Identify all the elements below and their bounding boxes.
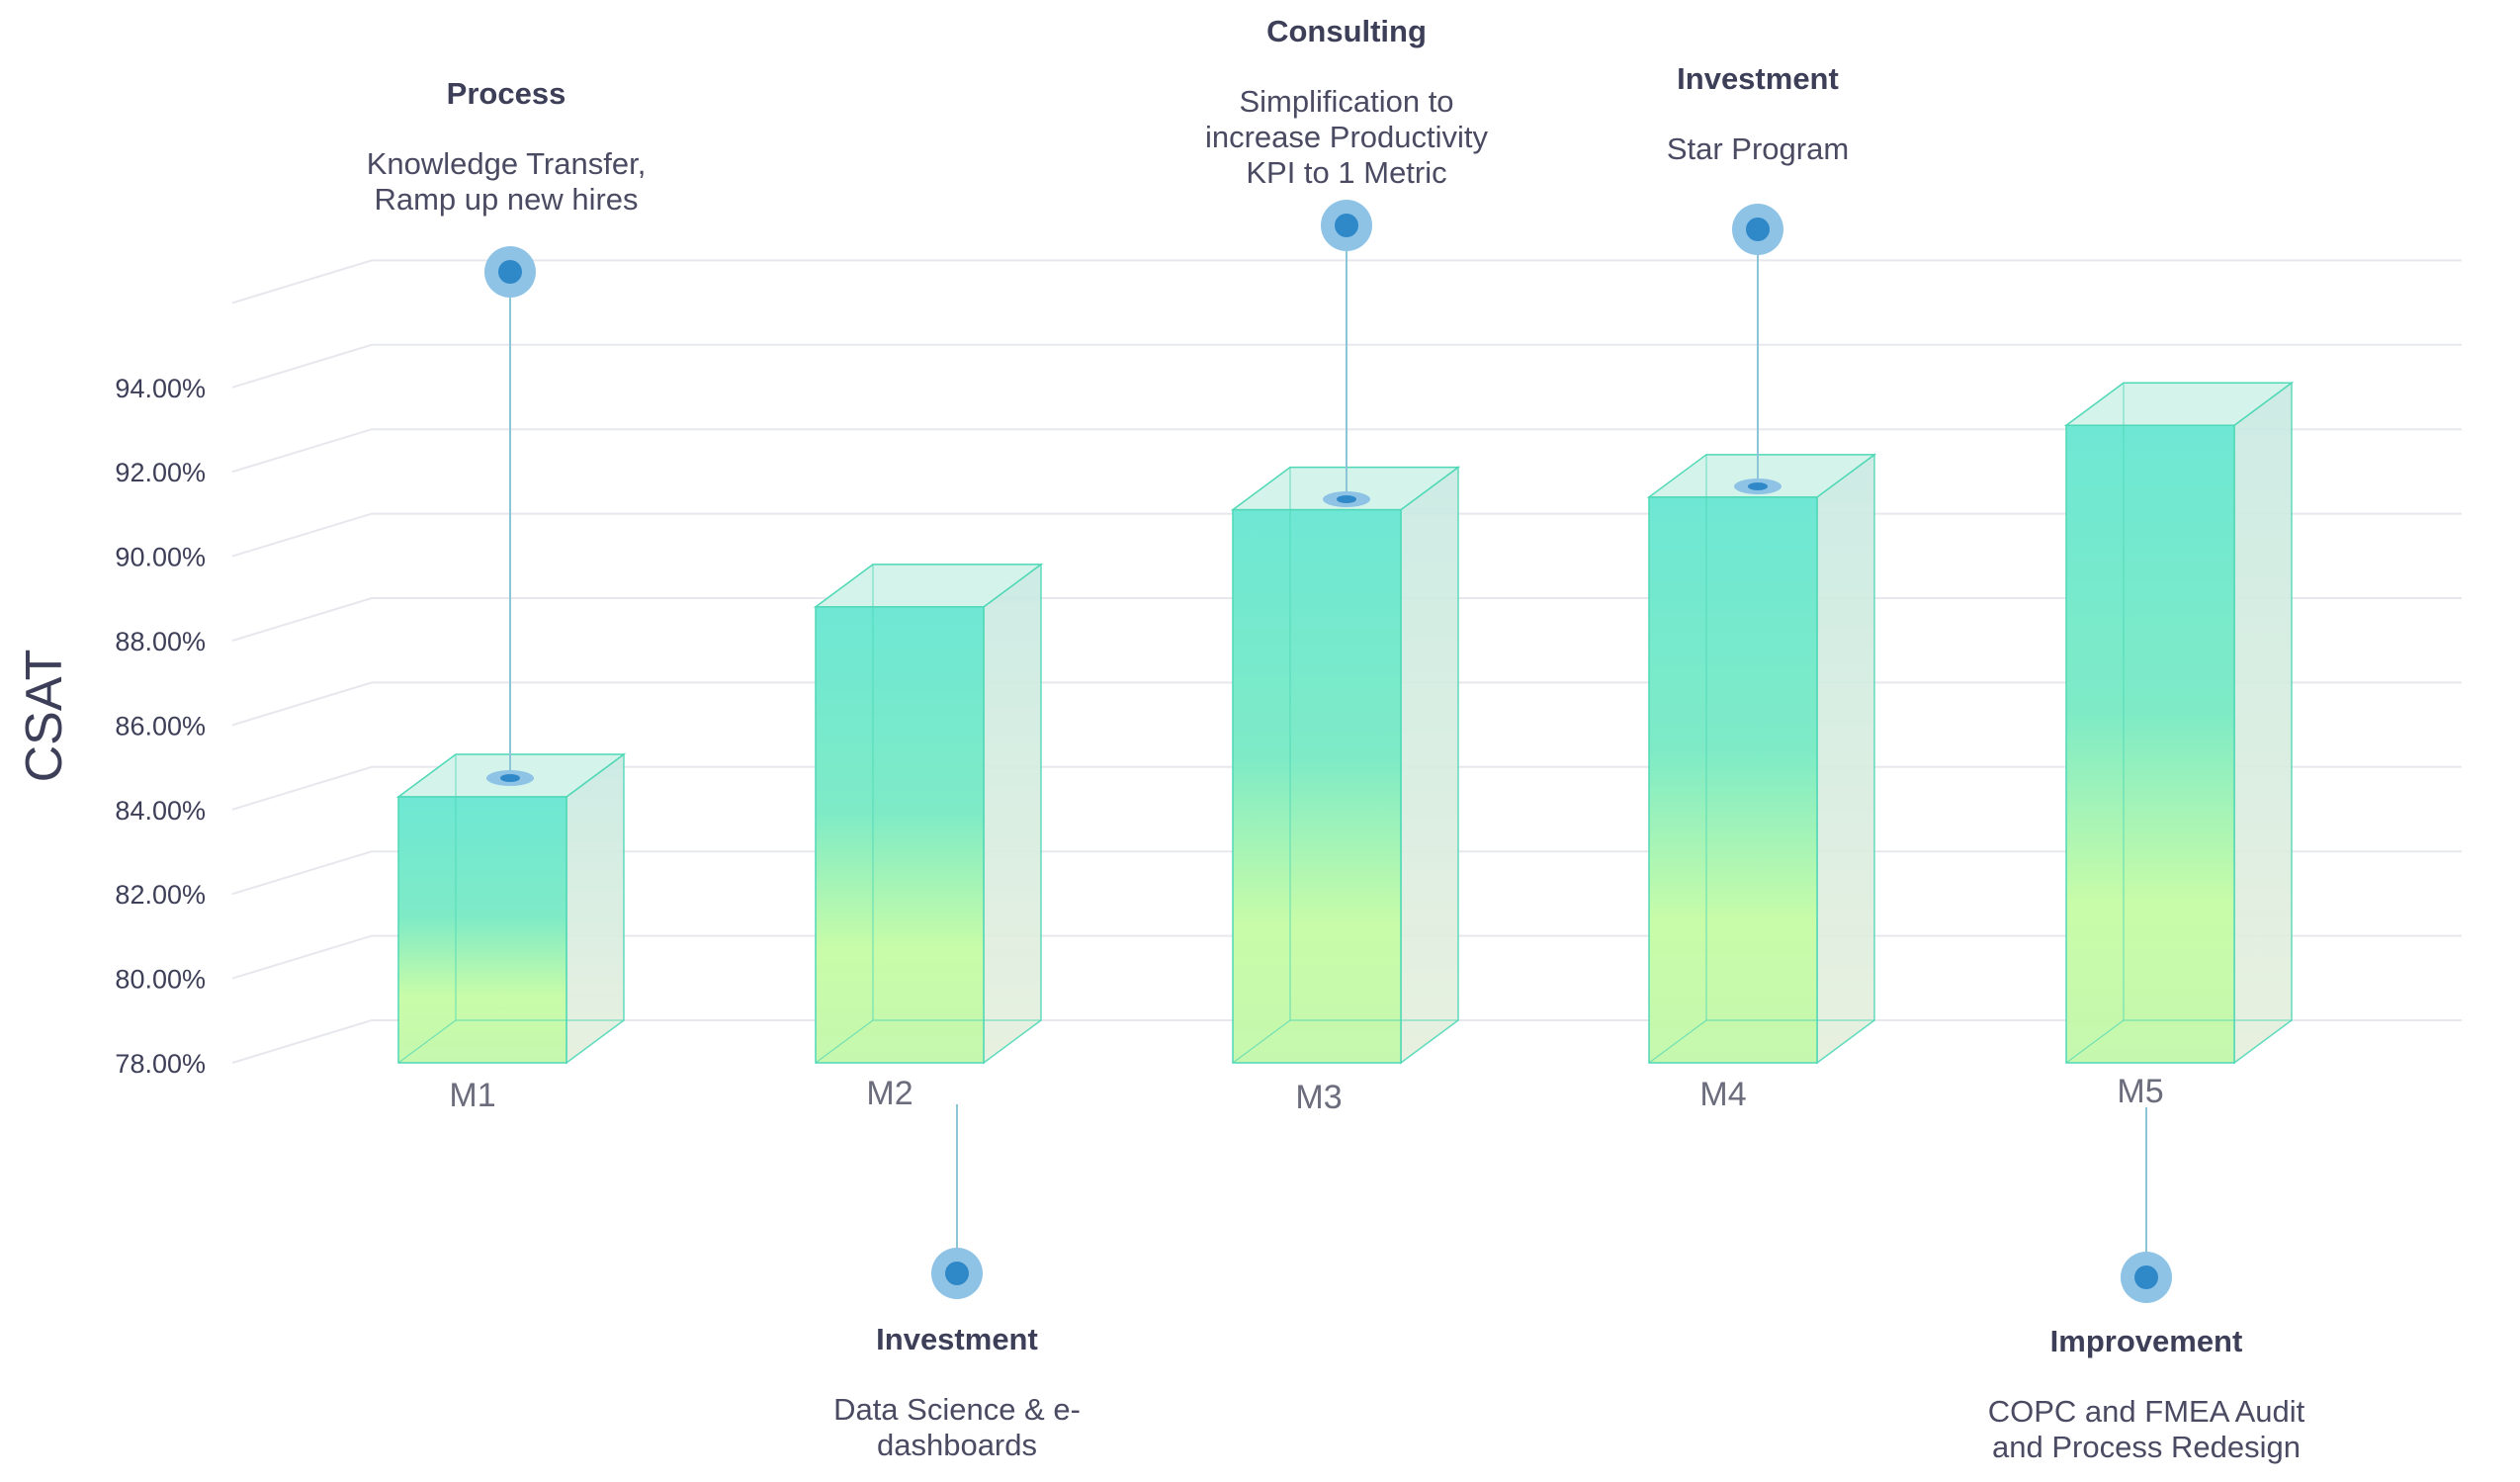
y-axis-ticks: 78.00% 80.00% 82.00% 84.00% 86.00% 88.00% 90.0… [115, 374, 206, 1079]
bar-side [1816, 453, 1875, 1065]
annotation-heading: Improvement [2050, 1324, 2243, 1358]
y-tick-label: 80.00% [115, 965, 206, 995]
bar-front [2065, 424, 2235, 1064]
gridline [231, 428, 2462, 474]
annotation-text: increase Productivity [1205, 120, 1489, 154]
x-category-label: M5 [2117, 1073, 2163, 1110]
y-tick-label: 88.00% [115, 627, 206, 656]
bar-floor-edge [815, 1019, 874, 1064]
bar-floor-edge [2065, 1019, 2125, 1064]
bar [395, 752, 627, 1065]
x-axis-categories: M1 M2 M3 M4 M5 [449, 1073, 2163, 1116]
annotation-text: KPI to 1 Metric [1246, 155, 1446, 190]
annotation-heading: Process [447, 76, 566, 111]
annotations: Process Knowledge Transfer,Ramp up new hi… [367, 14, 2305, 1464]
bar [813, 563, 1044, 1065]
y-tick-label: 86.00% [115, 711, 206, 741]
annotation-text: Simplification to [1239, 84, 1453, 119]
annotation-text: Data Science & e- [833, 1392, 1081, 1427]
annotation-text: COPC and FMEA Audit [1988, 1394, 2305, 1429]
bar [1230, 466, 1461, 1065]
bar-floor-edge [1648, 1019, 1707, 1064]
marker-dot [945, 1262, 969, 1285]
bar-front [815, 606, 985, 1064]
x-category-label: M2 [866, 1075, 912, 1112]
x-category-label: M1 [449, 1077, 495, 1114]
annotation-heading: Consulting [1266, 14, 1427, 48]
x-category-label: M4 [1699, 1076, 1746, 1113]
y-tick-label: 84.00% [115, 796, 206, 826]
bar [1646, 453, 1877, 1065]
callout-base-dot [1337, 495, 1356, 503]
y-tick-label: 78.00% [115, 1049, 206, 1079]
annotation-heading: Investment [876, 1322, 1038, 1356]
bar-floor-edge [397, 1019, 457, 1064]
annotation-text: dashboards [877, 1428, 1037, 1462]
marker-dot [498, 260, 522, 284]
gridline [231, 259, 2462, 305]
y-axis-label: CSAT [16, 650, 73, 783]
bar-side [2233, 381, 2293, 1065]
bar-front [397, 796, 567, 1064]
y-tick-label: 92.00% [115, 458, 206, 487]
annotation-callout: Investment Star Program [1667, 61, 1849, 494]
bar-floor-edge [1232, 1019, 1291, 1064]
marker-dot [2134, 1265, 2158, 1289]
annotation-text: Ramp up new hires [374, 182, 638, 217]
bar-side [565, 752, 625, 1065]
callout-base-dot [500, 774, 520, 782]
bar [2063, 381, 2295, 1065]
annotation-text: Knowledge Transfer, [367, 146, 647, 181]
y-tick-label: 90.00% [115, 543, 206, 572]
bar-side [983, 563, 1042, 1065]
gridline [231, 343, 2462, 389]
annotation-callout: Process Knowledge Transfer,Ramp up new hi… [367, 76, 647, 786]
y-tick-label: 94.00% [115, 374, 206, 403]
callout-base-dot [1748, 482, 1768, 490]
x-category-label: M3 [1295, 1079, 1342, 1116]
bar-side [1400, 466, 1459, 1065]
annotation-text: Star Program [1667, 131, 1849, 166]
marker-dot [1335, 214, 1358, 237]
annotation-heading: Investment [1677, 61, 1839, 96]
marker-dot [1746, 218, 1770, 241]
annotation-text: and Process Redesign [1992, 1430, 2301, 1464]
bar-front [1232, 508, 1402, 1064]
annotation-callout: Investment Data Science & e-dashboards [833, 1104, 1081, 1462]
bars [395, 381, 2295, 1065]
y-tick-label: 82.00% [115, 880, 206, 910]
grid [231, 259, 2462, 1064]
bar-front [1648, 496, 1818, 1064]
